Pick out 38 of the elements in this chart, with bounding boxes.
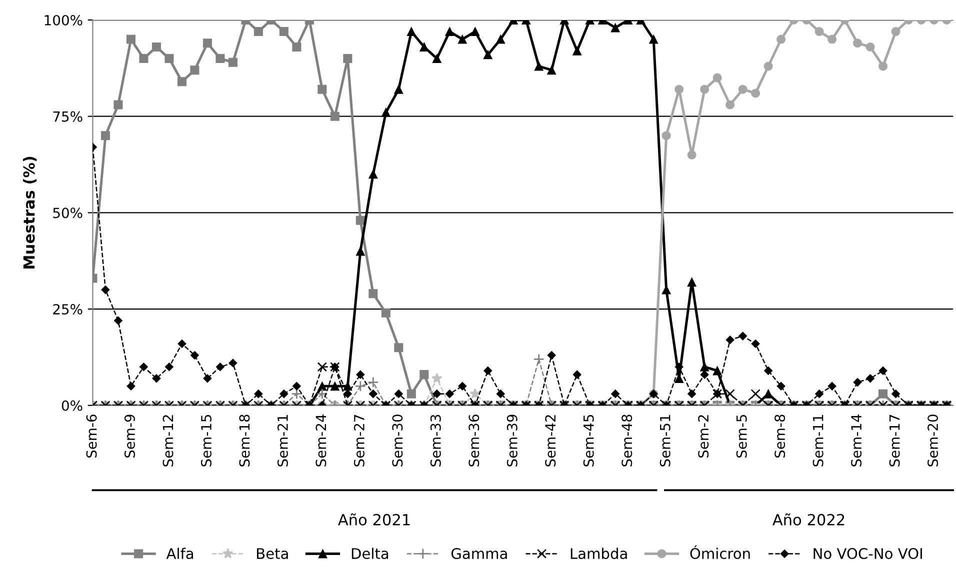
x-tick-label: Sem-11	[812, 415, 824, 466]
legend-label: Alfa	[166, 548, 194, 560]
legend-label: Ómicron	[690, 545, 750, 560]
x-tick-label: Sem-36	[468, 414, 480, 466]
y-tick-label: 100%	[44, 14, 82, 26]
legend-label: Delta	[352, 548, 388, 560]
legend-label: Gamma	[451, 548, 507, 560]
text: Año 2021	[338, 513, 410, 526]
y-tick-label: 75%	[53, 111, 82, 122]
x-tick-label: Sem-42	[545, 415, 556, 466]
x-tick-label: Sem-15	[200, 414, 212, 466]
text: Año 2022	[772, 513, 844, 526]
x-tick-label: Sem-24	[316, 414, 326, 466]
x-tick-label: Sem-21	[277, 415, 288, 466]
x-tick-label: Sem-9	[124, 414, 135, 458]
x-tick-label: Sem-5	[736, 414, 747, 458]
x-tick-label: Sem-45	[583, 414, 594, 466]
x-tick-label: Sem-39	[506, 414, 518, 466]
x-tick-label: Sem-20	[928, 414, 938, 466]
x-tick-label: Sem-48	[622, 414, 632, 466]
y-tick-label: 25%	[53, 304, 82, 315]
x-tick-label: Sem-8	[774, 414, 786, 458]
x-tick-label: Sem-27	[354, 414, 364, 466]
x-tick-label: Sem-14	[851, 414, 862, 466]
legend-label: Lambda	[570, 548, 627, 560]
x-tick-label: Sem-33	[430, 414, 441, 466]
x-tick-label: Sem-17	[889, 414, 900, 466]
x-tick-label: Sem-12	[162, 415, 174, 466]
y-tick-label: 50%	[53, 208, 82, 218]
legend-label: No VOC-No VOI	[814, 548, 922, 560]
x-tick-label: Sem-18	[239, 414, 250, 466]
legend-label: Beta	[257, 548, 288, 560]
y-tick-label: 0%	[62, 400, 82, 411]
x-tick-label: Sem-6	[86, 414, 97, 458]
x-tick-label: Sem-30	[392, 414, 403, 466]
x-tick-label: Sem-2	[698, 415, 709, 458]
y-axis-title: Muestras (%)	[22, 156, 37, 268]
x-tick-label: Sem-51	[660, 415, 670, 466]
